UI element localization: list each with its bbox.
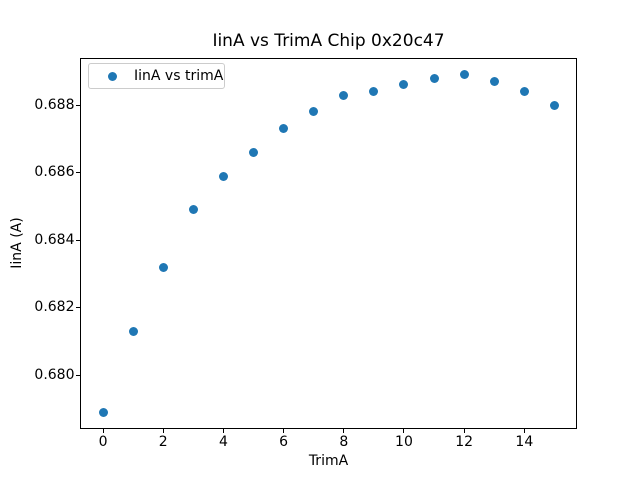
- x-tick-label: 0: [98, 434, 108, 450]
- data-point: [549, 100, 559, 110]
- y-tick-mark: [76, 374, 80, 376]
- x-axis-label: TrimA: [308, 453, 349, 469]
- x-tick-label: 2: [158, 434, 168, 450]
- data-point: [128, 326, 138, 336]
- x-tick-label: 6: [279, 434, 289, 450]
- y-tick-label: 0.680: [34, 366, 75, 383]
- plot-area: [80, 58, 577, 429]
- legend: IinA vs trimA: [88, 63, 225, 89]
- data-point: [218, 171, 228, 181]
- data-point: [489, 77, 499, 87]
- data-point: [369, 87, 379, 97]
- y-tick-mark: [76, 172, 80, 174]
- x-tick-label: 14: [515, 434, 534, 450]
- x-tick-mark: [283, 429, 285, 433]
- x-tick-label: 8: [339, 434, 349, 450]
- y-tick-mark: [76, 307, 80, 309]
- x-tick-label: 4: [218, 434, 228, 450]
- x-tick-mark: [403, 429, 405, 433]
- x-tick-label: 12: [455, 434, 474, 450]
- x-tick-mark: [343, 429, 345, 433]
- data-point: [249, 147, 259, 157]
- data-point: [188, 205, 198, 215]
- x-tick-mark: [222, 429, 224, 433]
- data-point: [519, 87, 529, 97]
- y-tick-label: 0.688: [34, 96, 75, 113]
- data-point: [459, 70, 469, 80]
- data-point: [309, 107, 319, 117]
- x-tick-mark: [523, 429, 525, 433]
- y-tick-mark: [76, 104, 80, 106]
- y-tick-label: 0.684: [34, 231, 75, 248]
- data-point: [158, 262, 168, 272]
- y-axis-label: IinA (A): [9, 217, 25, 269]
- x-tick-mark: [102, 429, 104, 433]
- y-tick-label: 0.686: [34, 164, 75, 181]
- data-point: [429, 73, 439, 83]
- data-point: [339, 90, 349, 100]
- y-tick-mark: [76, 239, 80, 241]
- x-tick-mark: [162, 429, 164, 433]
- legend-label: IinA vs trimA: [134, 68, 224, 84]
- data-point: [98, 407, 108, 417]
- data-point: [399, 80, 409, 90]
- chart-title: IinA vs TrimA Chip 0x20c47: [212, 31, 445, 51]
- x-tick-mark: [463, 429, 465, 433]
- x-tick-label: 10: [395, 434, 413, 450]
- scatter-marker-icon: [108, 71, 117, 81]
- data-point: [279, 124, 289, 134]
- y-tick-label: 0.682: [34, 299, 75, 316]
